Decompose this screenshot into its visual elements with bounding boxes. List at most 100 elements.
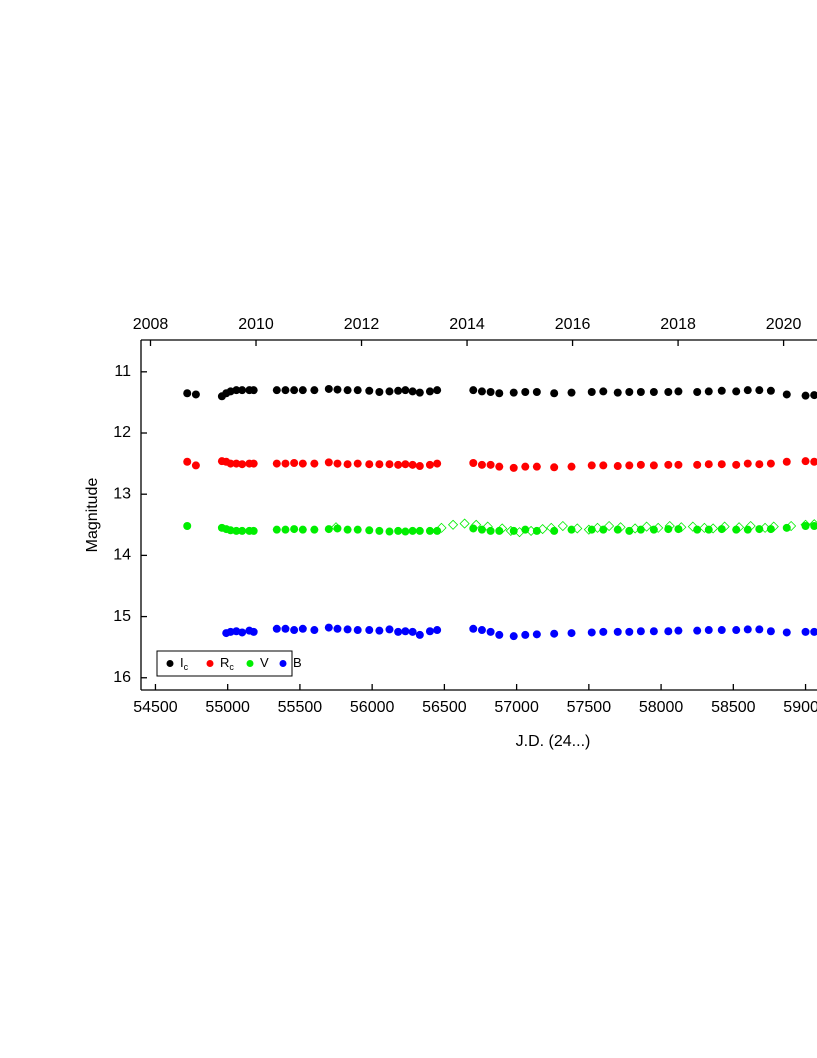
point [599, 387, 608, 396]
legend-box [156, 650, 293, 677]
point [732, 387, 741, 396]
point [226, 526, 235, 535]
point [394, 526, 403, 535]
point [249, 386, 258, 395]
point [810, 627, 817, 636]
point [477, 525, 486, 534]
point [401, 527, 410, 536]
point [477, 626, 486, 635]
point [664, 520, 675, 532]
point [766, 627, 775, 636]
point [353, 525, 362, 534]
x2-tick-label: 2012 [344, 316, 380, 333]
point [495, 630, 504, 639]
point [625, 388, 634, 397]
point [809, 519, 817, 530]
point [587, 628, 596, 637]
point [447, 519, 459, 530]
point [324, 384, 333, 393]
point [343, 625, 352, 634]
legend-marker [246, 660, 254, 667]
x2-tick-label: 2008 [133, 316, 169, 333]
point [592, 522, 603, 533]
point [599, 461, 608, 470]
point [281, 459, 290, 468]
point [415, 630, 424, 639]
point [415, 526, 424, 535]
point [333, 624, 342, 633]
point [183, 457, 192, 466]
point [385, 527, 394, 536]
plot-area [183, 384, 817, 641]
point [249, 459, 258, 468]
point [782, 523, 791, 532]
point [567, 462, 576, 471]
point [232, 386, 241, 395]
y-tick-label: 14 [113, 547, 131, 564]
point [333, 385, 342, 394]
legend-marker [166, 660, 174, 667]
point [298, 386, 307, 395]
point [333, 459, 342, 468]
point [745, 520, 756, 532]
point [408, 627, 417, 636]
point [766, 386, 775, 395]
point [249, 627, 258, 636]
point [238, 628, 247, 637]
legend-marker [206, 660, 214, 667]
point [469, 458, 478, 467]
point [365, 626, 374, 635]
point [557, 520, 568, 532]
x-tick-label: 58500 [711, 699, 756, 716]
point [613, 462, 622, 471]
point [649, 388, 658, 397]
point [495, 462, 504, 471]
x-tick-label: 58000 [639, 699, 684, 716]
point [693, 388, 702, 397]
point [281, 624, 290, 633]
point [743, 625, 752, 634]
point [408, 526, 417, 535]
point [272, 525, 281, 534]
point [550, 629, 559, 638]
point [385, 625, 394, 634]
y-tick-label: 11 [114, 363, 131, 380]
point [226, 627, 235, 636]
point [238, 386, 247, 395]
point [810, 457, 817, 466]
point [704, 387, 713, 396]
y-tick-label: 15 [113, 608, 131, 625]
point [810, 391, 817, 400]
point [272, 459, 281, 468]
point [755, 625, 764, 634]
point [298, 459, 307, 468]
point [365, 460, 374, 469]
point [298, 624, 307, 633]
y-tick-label: 13 [113, 485, 131, 502]
point [782, 390, 791, 399]
point [664, 627, 673, 636]
point [768, 521, 779, 532]
point [625, 461, 634, 470]
y-tick-label: 12 [113, 424, 131, 441]
point [649, 525, 658, 534]
point [486, 627, 495, 636]
point [353, 459, 362, 468]
point [183, 389, 192, 398]
point [636, 388, 645, 397]
point [343, 460, 352, 469]
point [537, 524, 548, 535]
point [509, 632, 518, 641]
point [521, 388, 530, 397]
point [459, 518, 470, 529]
point [408, 460, 417, 469]
point [343, 386, 352, 395]
point [801, 627, 810, 636]
point [615, 522, 626, 533]
point [425, 460, 434, 469]
point [509, 463, 518, 472]
point [433, 526, 442, 535]
point [693, 626, 702, 635]
